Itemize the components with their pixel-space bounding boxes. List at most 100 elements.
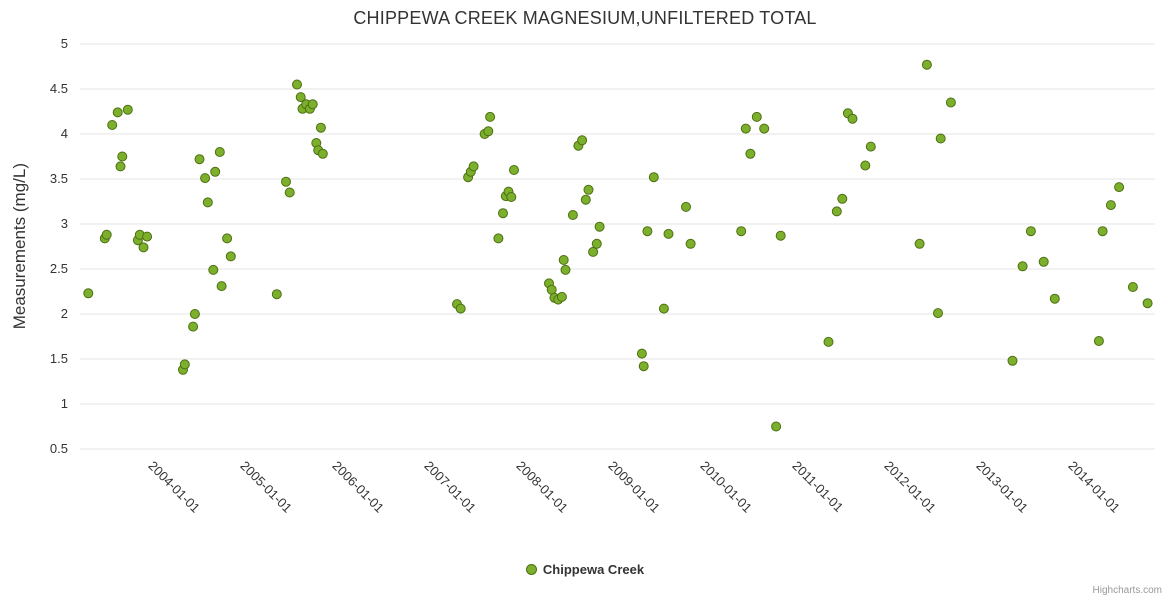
data-point[interactable] (122, 104, 133, 115)
data-point[interactable] (1025, 226, 1036, 237)
data-point[interactable] (455, 303, 466, 314)
data-point[interactable] (216, 281, 227, 292)
data-point[interactable] (284, 187, 295, 198)
data-point[interactable] (860, 160, 871, 171)
data-point[interactable] (468, 161, 479, 172)
data-point[interactable] (1093, 336, 1104, 346)
data-point[interactable] (847, 113, 858, 124)
data-point[interactable] (200, 173, 211, 184)
data-point[interactable] (591, 238, 602, 249)
data-point[interactable] (101, 229, 112, 240)
data-point[interactable] (594, 221, 605, 232)
data-point[interactable] (865, 141, 876, 152)
data-point[interactable] (577, 135, 588, 146)
data-point[interactable] (498, 208, 508, 219)
y-tick-label: 2 (60, 306, 68, 321)
data-point[interactable] (307, 99, 318, 110)
data-point[interactable] (914, 238, 925, 249)
data-point[interactable] (663, 228, 674, 239)
data-point[interactable] (202, 197, 213, 208)
data-point[interactable] (588, 246, 599, 257)
data-point[interactable] (194, 154, 205, 165)
legend-marker-icon (525, 564, 537, 575)
data-point[interactable] (1114, 182, 1125, 193)
data-point[interactable] (83, 288, 94, 299)
data-point[interactable] (1038, 256, 1049, 267)
data-point[interactable] (188, 321, 199, 332)
data-point[interactable] (580, 194, 591, 205)
legend-item-chippewa-creek[interactable]: Chippewa Creek (525, 562, 645, 577)
data-point[interactable] (142, 231, 153, 242)
data-point[interactable] (751, 111, 762, 122)
highcharts-credits-link[interactable]: Highcharts.com (1092, 585, 1162, 596)
data-point[interactable] (225, 251, 236, 262)
data-point[interactable] (117, 151, 128, 162)
data-point[interactable] (933, 308, 943, 319)
data-point[interactable] (1127, 282, 1138, 292)
data-point[interactable] (509, 165, 519, 175)
data-point[interactable] (107, 120, 118, 130)
data-point[interactable] (558, 255, 569, 265)
data-point[interactable] (583, 184, 594, 195)
legend-label: Chippewa Creek (542, 562, 645, 577)
data-point[interactable] (210, 166, 221, 177)
y-tick-label: 3 (60, 216, 68, 231)
legend: Chippewa Creek (0, 562, 1170, 577)
data-point[interactable] (271, 289, 282, 300)
data-point[interactable] (214, 147, 225, 157)
data-point[interactable] (831, 206, 842, 217)
y-tick-label: 0.5 (49, 441, 68, 456)
data-point[interactable] (1007, 355, 1018, 366)
data-point[interactable] (1142, 298, 1153, 309)
data-point[interactable] (935, 133, 946, 144)
data-point[interactable] (317, 148, 328, 159)
data-point[interactable] (1105, 200, 1116, 211)
data-point[interactable] (736, 226, 747, 237)
data-point[interactable] (945, 97, 956, 108)
data-point[interactable] (567, 210, 578, 220)
data-point[interactable] (740, 123, 751, 134)
data-point[interactable] (292, 79, 302, 90)
data-point[interactable] (1097, 226, 1108, 237)
y-tick-label: 1.5 (49, 351, 68, 366)
data-point[interactable] (636, 348, 647, 359)
data-point[interactable] (493, 233, 504, 244)
y-tick-label: 2.5 (49, 261, 68, 276)
data-point[interactable] (638, 361, 649, 372)
chart-title: CHIPPEWA CREEK MAGNESIUM,UNFILTERED TOTA… (353, 8, 817, 28)
data-point[interactable] (681, 201, 691, 212)
data-point[interactable] (837, 193, 848, 204)
data-point[interactable] (560, 264, 571, 275)
data-point[interactable] (642, 226, 653, 237)
data-point[interactable] (222, 233, 233, 244)
data-point[interactable] (295, 92, 306, 103)
data-point[interactable] (648, 172, 659, 183)
data-point[interactable] (483, 126, 494, 137)
data-point[interactable] (775, 230, 786, 241)
y-tick-label: 4.5 (49, 81, 68, 96)
data-point[interactable] (921, 59, 932, 70)
data-point[interactable] (745, 148, 756, 159)
data-point[interactable] (189, 309, 200, 319)
data-point[interactable] (1017, 261, 1028, 272)
data-point[interactable] (556, 291, 567, 302)
data-point[interactable] (179, 359, 190, 370)
data-point[interactable] (823, 336, 834, 347)
data-point[interactable] (112, 107, 123, 118)
data-point[interactable] (281, 176, 291, 187)
y-tick-label: 1 (60, 396, 68, 411)
data-point[interactable] (138, 242, 149, 253)
y-tick-label: 3.5 (49, 171, 68, 186)
data-point[interactable] (506, 192, 517, 202)
data-point[interactable] (115, 161, 126, 172)
data-point[interactable] (685, 238, 696, 249)
data-point[interactable] (771, 421, 782, 432)
data-point[interactable] (1049, 293, 1060, 304)
data-point[interactable] (485, 111, 496, 122)
data-point[interactable] (315, 122, 326, 133)
data-point[interactable] (658, 303, 669, 314)
data-point[interactable] (759, 123, 770, 134)
data-point[interactable] (208, 264, 219, 275)
